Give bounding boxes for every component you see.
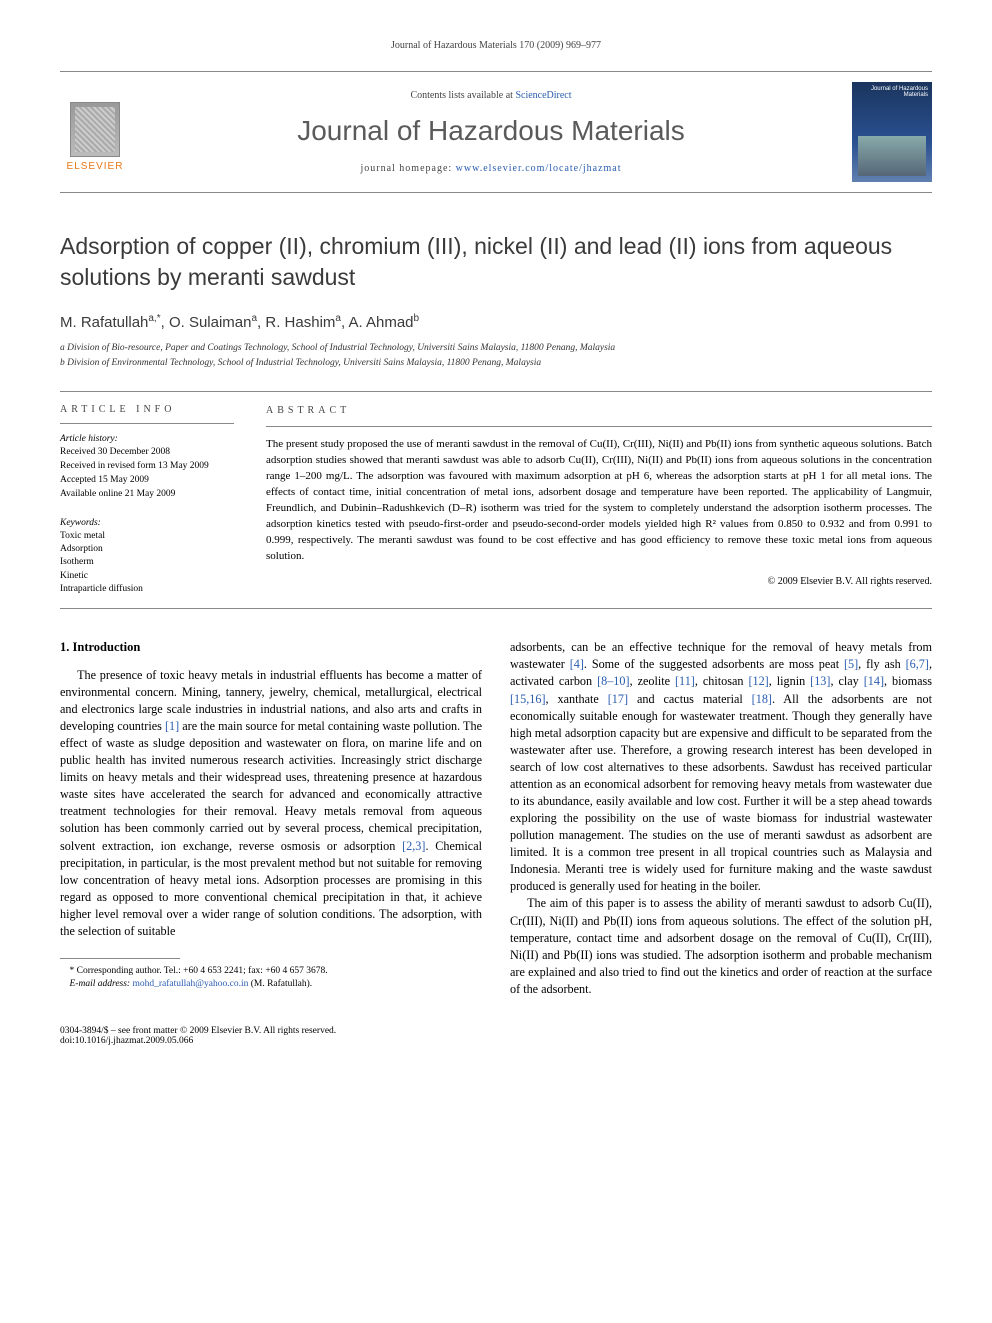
- footnote-rule: [60, 958, 180, 959]
- article-info-column: article info Article history: Received 3…: [60, 392, 250, 609]
- cover-image-icon: [858, 136, 926, 176]
- cover-title: Journal of Hazardous Materials: [856, 86, 928, 98]
- corresponding-author-note: * Corresponding author. Tel.: +60 4 653 …: [60, 965, 482, 978]
- article-info-heading: article info: [60, 404, 234, 415]
- footer-issn-line: 0304-3894/$ – see front matter © 2009 El…: [60, 1026, 336, 1036]
- history-item: Available online 21 May 2009: [60, 488, 234, 501]
- article-title: Adsorption of copper (II), chromium (III…: [60, 231, 932, 293]
- journal-masthead: ELSEVIER Contents lists available at Sci…: [60, 71, 932, 193]
- homepage-line: journal homepage: www.elsevier.com/locat…: [150, 163, 832, 174]
- section-heading: 1. Introduction: [60, 639, 482, 657]
- keyword-item: Kinetic: [60, 570, 234, 583]
- footnotes: * Corresponding author. Tel.: +60 4 653 …: [60, 965, 482, 992]
- footer-left: 0304-3894/$ – see front matter © 2009 El…: [60, 1026, 336, 1046]
- keyword-item: Adsorption: [60, 543, 234, 556]
- keyword-item: Toxic metal: [60, 530, 234, 543]
- keyword-item: Isotherm: [60, 556, 234, 569]
- page-footer: 0304-3894/$ – see front matter © 2009 El…: [60, 1022, 932, 1046]
- journal-name: Journal of Hazardous Materials: [150, 115, 832, 147]
- body-paragraph: adsorbents, can be an effective techniqu…: [510, 639, 932, 895]
- email-line: E-mail address: mohd_rafatullah@yahoo.co…: [60, 978, 482, 991]
- contents-prefix: Contents lists available at: [410, 90, 515, 101]
- author-email-link[interactable]: mohd_rafatullah@yahoo.co.in: [132, 979, 248, 989]
- keywords-label: Keywords:: [60, 518, 234, 528]
- rule: [60, 423, 234, 424]
- email-suffix: (M. Rafatullah).: [248, 979, 312, 989]
- rule: [266, 426, 932, 427]
- abstract-copyright: © 2009 Elsevier B.V. All rights reserved…: [266, 575, 932, 590]
- publisher-logo: ELSEVIER: [60, 92, 130, 172]
- author-list: M. Rafatullaha,*, O. Sulaimana, R. Hashi…: [60, 313, 932, 331]
- affiliation-item: b Division of Environmental Technology, …: [60, 356, 932, 370]
- history-label: Article history:: [60, 434, 234, 444]
- elsevier-tree-icon: [70, 102, 120, 157]
- sciencedirect-link[interactable]: ScienceDirect: [515, 90, 571, 101]
- affiliations: a Division of Bio-resource, Paper and Co…: [60, 341, 932, 371]
- abstract-text: The present study proposed the use of me…: [266, 437, 932, 565]
- body-text: 1. Introduction The presence of toxic he…: [60, 639, 932, 998]
- body-paragraph: The aim of this paper is to assess the a…: [510, 895, 932, 997]
- homepage-prefix: journal homepage:: [360, 163, 455, 174]
- homepage-link[interactable]: www.elsevier.com/locate/jhazmat: [456, 163, 622, 174]
- info-abstract-row: article info Article history: Received 3…: [60, 391, 932, 610]
- masthead-center: Contents lists available at ScienceDirec…: [150, 90, 832, 174]
- body-paragraph: The presence of toxic heavy metals in in…: [60, 667, 482, 940]
- abstract-column: abstract The present study proposed the …: [250, 392, 932, 609]
- history-item: Received in revised form 13 May 2009: [60, 460, 234, 473]
- history-item: Received 30 December 2008: [60, 446, 234, 459]
- publisher-label: ELSEVIER: [67, 161, 124, 172]
- keyword-item: Intraparticle diffusion: [60, 583, 234, 596]
- abstract-heading: abstract: [266, 404, 932, 419]
- contents-line: Contents lists available at ScienceDirec…: [150, 90, 832, 101]
- footer-doi-line: doi:10.1016/j.jhazmat.2009.05.066: [60, 1036, 336, 1046]
- running-head: Journal of Hazardous Materials 170 (2009…: [60, 40, 932, 51]
- affiliation-item: a Division of Bio-resource, Paper and Co…: [60, 341, 932, 355]
- journal-cover-thumb: Journal of Hazardous Materials: [852, 82, 932, 182]
- history-item: Accepted 15 May 2009: [60, 474, 234, 487]
- email-label: E-mail address:: [70, 979, 133, 989]
